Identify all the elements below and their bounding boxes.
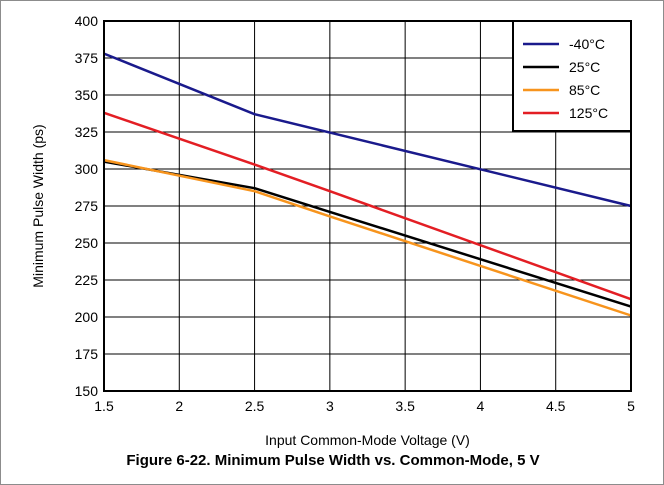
x-tick-label: 1.5 <box>94 398 114 414</box>
y-axis-label: Minimum Pulse Width (ps) <box>30 124 46 287</box>
x-tick-label: 5 <box>627 398 635 414</box>
x-tick-label: 2 <box>175 398 183 414</box>
legend-label-3: 125°C <box>569 105 608 121</box>
legend-label-0: -40°C <box>569 36 605 52</box>
series-lines <box>103 52 632 317</box>
y-tick-label: 300 <box>75 161 99 177</box>
x-tick-label: 3 <box>326 398 334 414</box>
y-tick-label: 375 <box>75 50 99 66</box>
y-tick-label: 400 <box>75 13 99 29</box>
x-tick-label: 4.5 <box>546 398 566 414</box>
x-axis-label: Input Common-Mode Voltage (V) <box>265 432 470 448</box>
x-tick-label: 4 <box>477 398 485 414</box>
legend-label-2: 85°C <box>569 82 600 98</box>
y-tick-label: 325 <box>75 124 99 140</box>
legend-label-1: 25°C <box>569 59 600 75</box>
x-axis-ticks: 1.5 2 2.5 3 3.5 4 4.5 5 <box>94 398 635 414</box>
chart: 1.5 2 2.5 3 3.5 4 4.5 5 150 175 200 225 250 275 300 32… <box>30 13 635 448</box>
series-line-0 <box>103 52 632 208</box>
figure-caption: Figure 6-22. Minimum Pulse Width vs. Com… <box>126 452 540 469</box>
series-line-2 <box>103 158 632 317</box>
y-tick-label: 150 <box>75 383 99 399</box>
y-tick-label: 200 <box>75 309 99 325</box>
y-tick-label: 350 <box>75 87 99 103</box>
y-tick-label: 175 <box>75 346 99 362</box>
y-tick-label: 225 <box>75 272 99 288</box>
x-tick-label: 2.5 <box>245 398 265 414</box>
series-line-1 <box>103 160 632 308</box>
y-axis-ticks: 150 175 200 225 250 275 300 325 350 375 400 <box>75 13 99 399</box>
x-tick-label: 3.5 <box>395 398 415 414</box>
plot-area <box>103 20 632 392</box>
y-tick-label: 250 <box>75 235 99 251</box>
legend: -40°C 25°C 85°C 125°C <box>512 20 632 132</box>
series-line-3 <box>103 111 632 301</box>
y-tick-label: 275 <box>75 198 99 214</box>
